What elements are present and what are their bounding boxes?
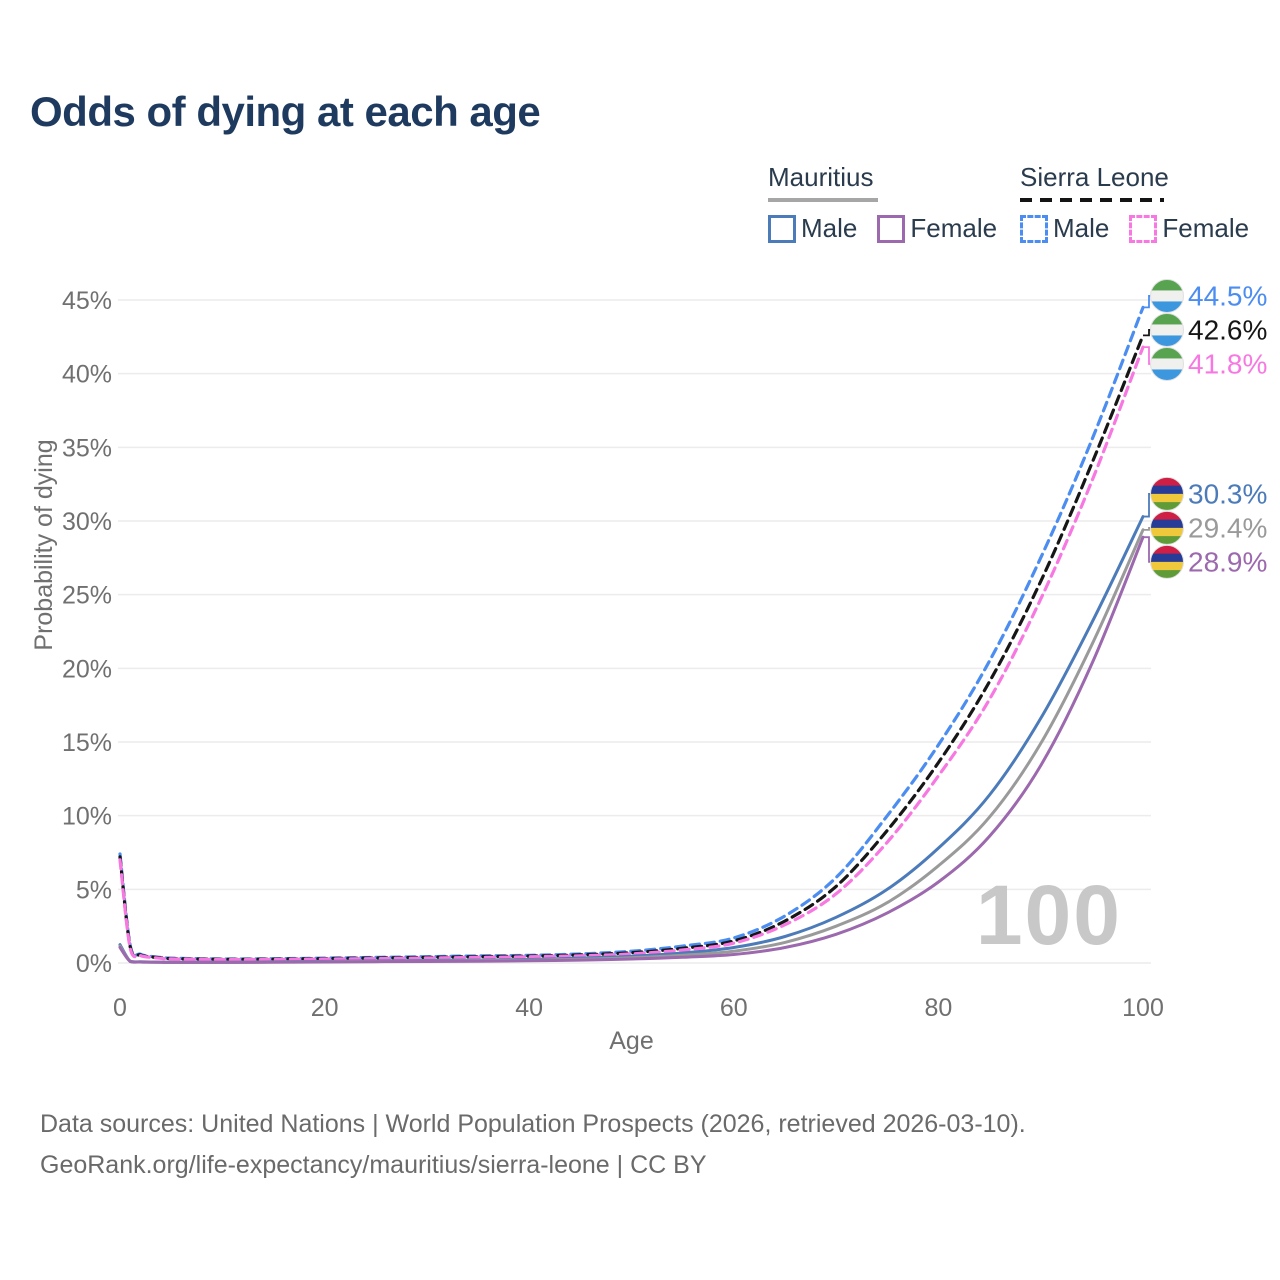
y-tick-label: 0% — [76, 950, 112, 978]
y-tick-label: 45% — [62, 287, 112, 315]
sierra-leone-female-swatch-icon — [1129, 214, 1158, 243]
attribution-text: GeoRank.org/life-expectancy/mauritius/si… — [40, 1151, 707, 1179]
series-line-sierra-leone-female — [118, 345, 1145, 962]
legend-item-label: Male — [801, 213, 858, 243]
sierra-leone-flag-icon — [1150, 278, 1184, 313]
legend-item-sierra-leone-male[interactable]: Male — [1020, 213, 1109, 244]
y-axis-title: Probability of dying — [30, 439, 58, 650]
label-connector — [1143, 346, 1151, 365]
label-connector — [1143, 526, 1151, 531]
mauritius-female-swatch-icon — [877, 214, 906, 243]
sierra-leone-flag-icon — [1150, 346, 1184, 381]
legend-group-sierra-leone-title: Sierra Leone — [1020, 162, 1169, 192]
sierra-leone-male-swatch-icon — [1020, 214, 1048, 243]
legend-item-mauritius-male[interactable]: Male — [768, 213, 857, 244]
legend-group-sierra-leone: Sierra Leone Male Female — [1020, 162, 1269, 244]
series-line-sierra-leone-male — [118, 305, 1145, 961]
label-connector — [1143, 295, 1151, 309]
end-label-sierra-leone-both-sexes: 42.6% — [1188, 314, 1267, 345]
x-tick-label: 80 — [924, 994, 952, 1022]
mauritius-solid-line-sample — [768, 198, 878, 202]
data-sources-text: Data sources: United Nations | World Pop… — [40, 1110, 1026, 1138]
legend-item-label: Female — [910, 213, 998, 243]
page-title: Odds of dying at each age — [30, 88, 541, 135]
x-tick-label: 40 — [515, 994, 543, 1022]
y-tick-label: 20% — [62, 655, 112, 683]
legend-item-label: Female — [1162, 213, 1250, 243]
mauritius-flag-icon — [1150, 476, 1184, 511]
y-tick-label: 10% — [62, 803, 112, 831]
end-label-sierra-leone-female: 41.8% — [1188, 348, 1267, 379]
y-tick-label: 40% — [62, 361, 112, 389]
mauritius-male-swatch-icon — [768, 214, 796, 243]
legend-item-sierra-leone-female[interactable]: Female — [1129, 213, 1249, 244]
legend-item-label: Male — [1053, 213, 1110, 243]
watermark-age-100: 100 — [976, 868, 1122, 962]
mauritius-flag-icon — [1150, 510, 1184, 545]
end-label-mauritius-female: 28.9% — [1188, 546, 1267, 577]
end-label-sierra-leone-male: 44.5% — [1188, 280, 1267, 311]
y-tick-label: 5% — [76, 876, 112, 904]
x-tick-label: 60 — [720, 994, 748, 1022]
legend-group-mauritius-title: Mauritius — [768, 162, 874, 192]
end-label-mauritius-male: 30.3% — [1188, 478, 1267, 509]
label-connector — [1143, 536, 1151, 563]
chart-footer: Data sources: United Nations | World Pop… — [40, 1104, 1026, 1186]
sierra-leone-dashed-line-sample — [1020, 198, 1164, 202]
x-axis-title: Age — [609, 1027, 653, 1055]
end-label-mauritius-both-sexes: 29.4% — [1188, 512, 1267, 543]
legend-item-mauritius-female[interactable]: Female — [877, 213, 997, 244]
series-line-mauritius-female — [118, 535, 1145, 964]
mauritius-flag-icon — [1150, 544, 1184, 579]
y-tick-label: 30% — [62, 508, 112, 536]
x-tick-label: 0 — [113, 994, 127, 1022]
legend-group-mauritius: Mauritius Male Female — [768, 162, 1017, 244]
series-line-sierra-leone-both-sexes — [118, 333, 1145, 961]
y-tick-label: 25% — [62, 582, 112, 610]
y-tick-label: 15% — [62, 729, 112, 757]
label-connector — [1143, 329, 1151, 337]
x-tick-label: 20 — [311, 994, 339, 1022]
sierra-leone-flag-icon — [1150, 312, 1184, 347]
y-tick-label: 35% — [62, 434, 112, 462]
label-connector — [1143, 492, 1151, 518]
x-tick-label: 100 — [1122, 994, 1164, 1022]
mortality-line-chart: 0% 5% 10% 15% 20% 25% 30% 35% 40% 45% 0 20 40 60 80 100… — [30, 278, 1267, 1055]
